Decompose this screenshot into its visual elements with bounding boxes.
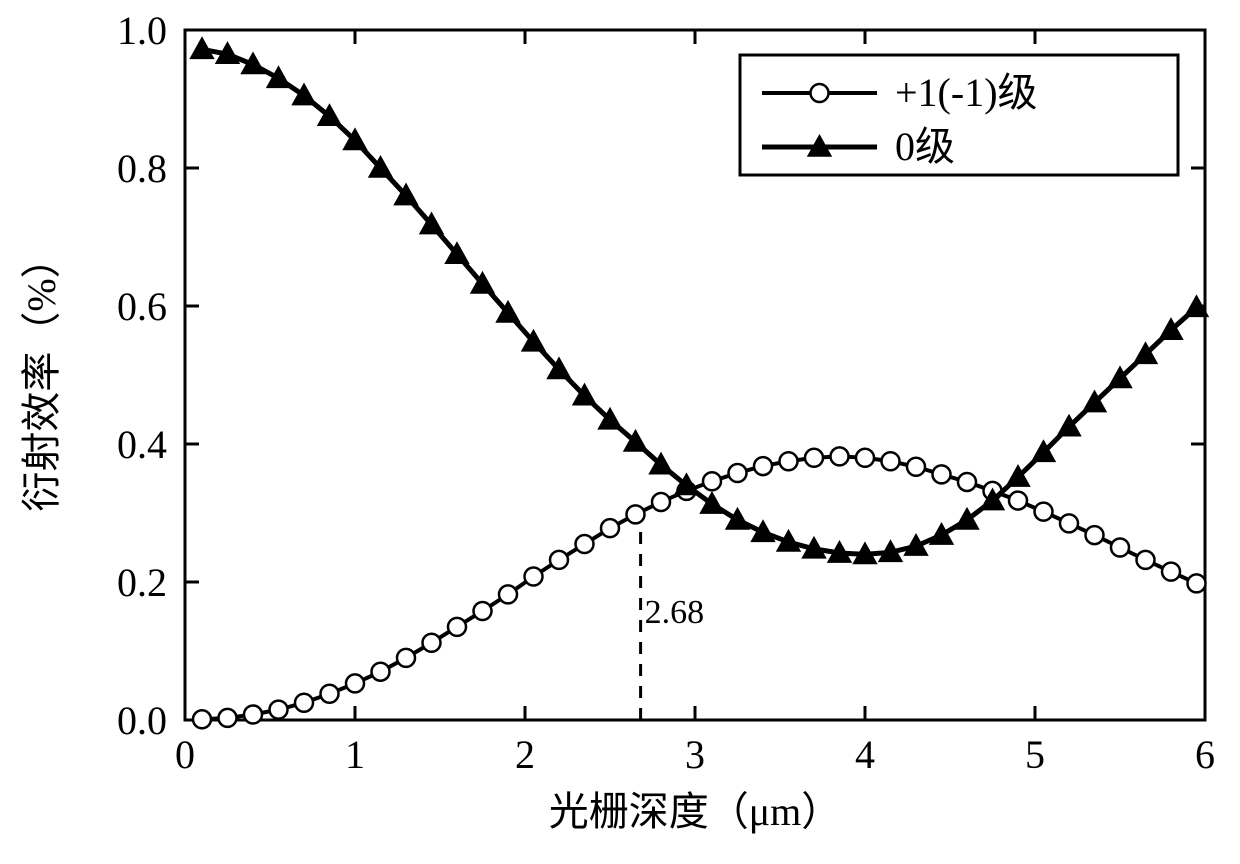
- svg-text:0.8: 0.8: [117, 146, 167, 191]
- svg-text:0.6: 0.6: [117, 284, 167, 329]
- svg-text:2.68: 2.68: [645, 594, 705, 631]
- svg-text:0: 0: [175, 732, 195, 777]
- svg-text:衍射效率（%）: 衍射效率（%）: [19, 238, 64, 511]
- svg-text:2: 2: [515, 732, 535, 777]
- svg-text:3: 3: [685, 732, 705, 777]
- svg-text:1.0: 1.0: [117, 8, 167, 53]
- diffraction-efficiency-chart: 0 1 2 3 4 5 6 0.0 0.2 0.4 0.6 0.8 1.0 光栅深度（μm） 衍射效率（%）…: [0, 0, 1240, 859]
- svg-text:0.4: 0.4: [117, 422, 167, 467]
- svg-text:6: 6: [1195, 732, 1215, 777]
- svg-text:0级: 0级: [895, 124, 955, 169]
- svg-text:0.0: 0.0: [117, 698, 167, 743]
- svg-text:0.2: 0.2: [117, 560, 167, 605]
- svg-text:1: 1: [345, 732, 365, 777]
- svg-text:4: 4: [855, 732, 875, 777]
- chart-container: 0 1 2 3 4 5 6 0.0 0.2 0.4 0.6 0.8 1.0 光栅深度（μm） 衍射效率（%）…: [0, 0, 1240, 864]
- svg-text:+1(-1)级: +1(-1)级: [895, 70, 1038, 115]
- svg-text:光栅深度（μm）: 光栅深度（μm）: [549, 789, 842, 834]
- svg-text:5: 5: [1025, 732, 1045, 777]
